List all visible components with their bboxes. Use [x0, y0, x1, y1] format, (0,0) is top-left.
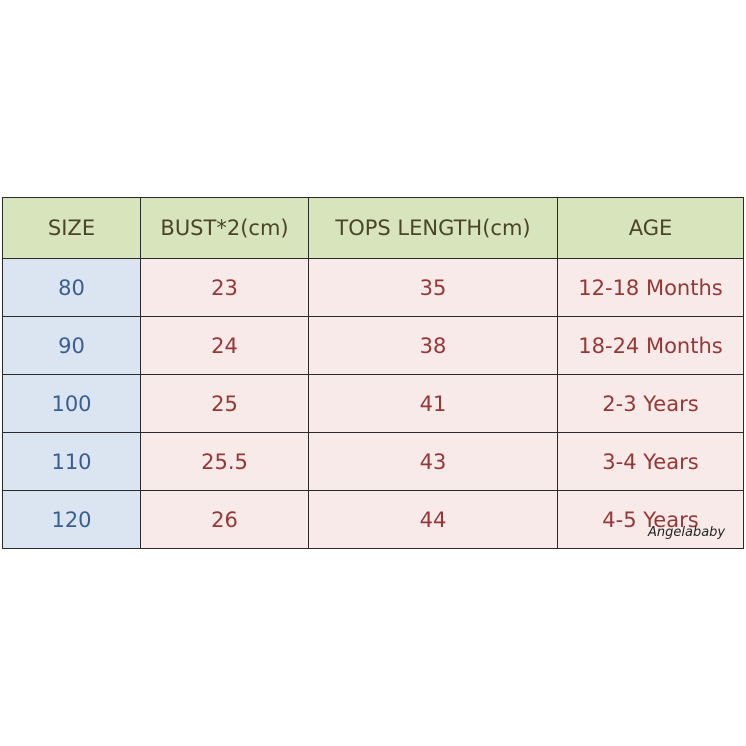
table-cell: 24	[140, 316, 309, 375]
table-cell: 41	[308, 374, 558, 433]
header-cell: TOPS LENGTH(cm)	[308, 197, 558, 259]
table-cell: 100	[2, 374, 141, 433]
table-row: 110 25.5 43 3-4 Years	[2, 432, 744, 491]
table-row: 90 24 38 18-24 Months	[2, 316, 744, 375]
size-table: SIZE BUST*2(cm) TOPS LENGTH(cm) AGE 80 23 35 12…	[2, 197, 744, 549]
table-cell: 25.5	[140, 432, 309, 491]
watermark: Angelababy	[648, 525, 726, 540]
table-cell: 3-4 Years	[557, 432, 744, 491]
table-cell: 26	[140, 490, 309, 549]
table-cell: 25	[140, 374, 309, 433]
table-cell: 90	[2, 316, 141, 375]
table-cell: 4-5 Years	[557, 490, 744, 549]
header-cell: SIZE	[2, 197, 141, 259]
table-cell: 44	[308, 490, 558, 549]
table-row: 120 26 44 4-5 Years	[2, 490, 744, 549]
table-cell: 38	[308, 316, 558, 375]
table-cell: 23	[140, 258, 309, 317]
table-cell: 110	[2, 432, 141, 491]
table-cell: 18-24 Months	[557, 316, 744, 375]
header-cell: BUST*2(cm)	[140, 197, 309, 259]
table-cell: 80	[2, 258, 141, 317]
table-cell: 120	[2, 490, 141, 549]
header-cell: AGE	[557, 197, 744, 259]
table-cell: 2-3 Years	[557, 374, 744, 433]
table-cell: 12-18 Months	[557, 258, 744, 317]
table-row: 100 25 41 2-3 Years	[2, 374, 744, 433]
table-cell: 43	[308, 432, 558, 491]
table-row: 80 23 35 12-18 Months	[2, 258, 744, 317]
table-cell: 35	[308, 258, 558, 317]
header-row: SIZE BUST*2(cm) TOPS LENGTH(cm) AGE	[2, 197, 744, 259]
